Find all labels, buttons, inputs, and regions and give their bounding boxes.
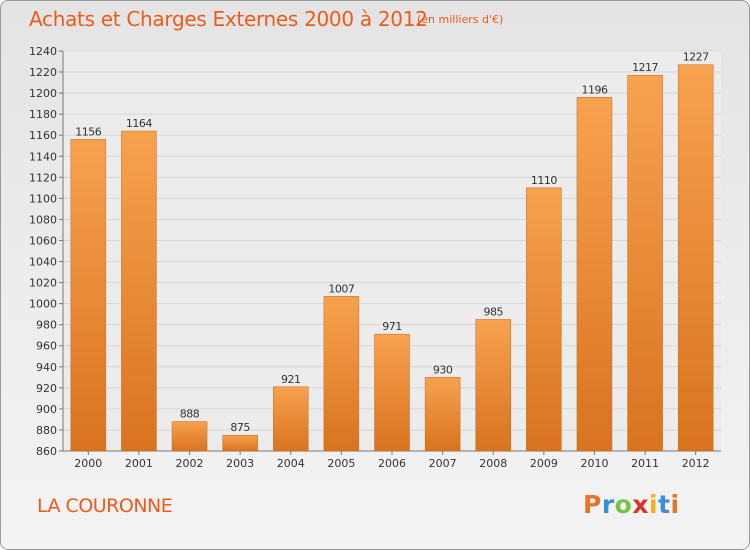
logo-letter: o [614, 490, 633, 519]
y-tick-label: 1220 [29, 66, 57, 79]
x-tick-label: 2009 [530, 457, 558, 470]
commune-name: LA COURONNE [37, 495, 173, 517]
bar [526, 187, 562, 452]
y-tick-label: 1180 [29, 108, 57, 121]
x-tick-label: 2005 [327, 457, 355, 470]
bar [627, 74, 663, 452]
x-tick-label: 2004 [277, 457, 305, 470]
y-tick-label: 980 [36, 319, 57, 332]
proxiti-logo: Proxiti [583, 490, 680, 519]
y-tick-label: 880 [36, 424, 57, 437]
y-tick-label: 1060 [29, 234, 57, 247]
y-tick-label: 940 [36, 361, 57, 374]
bar [121, 130, 157, 452]
data-label: 971 [382, 320, 402, 333]
chart-title: Achats et Charges Externes 2000 à 2012 [29, 7, 428, 31]
x-tick-label: 2007 [429, 457, 457, 470]
bar [323, 296, 360, 452]
logo-letter: i [670, 490, 680, 519]
y-tick-labels: 860 880 900 920 940 960 980 1000 1020 1040 1060 108… [29, 45, 57, 458]
data-label: 1196 [581, 83, 607, 96]
y-tick-label: 1080 [29, 213, 57, 226]
x-tick-label: 2006 [378, 457, 406, 470]
x-tick-label: 2001 [125, 457, 153, 470]
bars [70, 64, 714, 452]
data-label: 1217 [632, 61, 658, 74]
data-label: 985 [483, 305, 503, 318]
x-tick-label: 2008 [479, 457, 507, 470]
y-tick-label: 1000 [29, 298, 57, 311]
x-tick-label: 2012 [682, 457, 710, 470]
bar [576, 97, 613, 452]
logo-letter: i [649, 490, 659, 519]
y-tick-label: 1040 [29, 256, 57, 269]
logo-letter: t [658, 490, 671, 519]
bar [374, 333, 410, 452]
data-label: 888 [180, 408, 200, 421]
chart-unit: (en milliers d'€) [417, 13, 504, 26]
y-tick-label: 1020 [29, 277, 57, 290]
logo-letter: P [583, 490, 602, 519]
y-tick-label: 1140 [29, 150, 57, 163]
x-tick-label: 2000 [74, 457, 102, 470]
x-tick-label: 2010 [580, 457, 608, 470]
x-tick-label: 2011 [631, 457, 659, 470]
data-label: 930 [433, 363, 453, 376]
y-tick-label: 960 [36, 340, 57, 353]
data-label: 1164 [126, 117, 152, 130]
data-label: 921 [281, 373, 301, 386]
bar [424, 377, 461, 452]
bar [70, 139, 107, 452]
y-tick-label: 920 [36, 382, 57, 395]
bar [222, 434, 258, 452]
data-label: 1007 [328, 282, 354, 295]
data-label: 875 [230, 421, 250, 434]
bar [677, 64, 714, 452]
data-label: 1156 [75, 125, 101, 138]
x-tick-label: 2003 [226, 457, 254, 470]
y-tick-label: 1160 [29, 129, 57, 142]
y-tick-label: 900 [36, 403, 57, 416]
bar [273, 386, 309, 452]
x-tick-labels: 2000 2001 2002 2003 2004 2005 2006 2007 2008 2009… [74, 457, 709, 470]
logo-letter: x [632, 490, 649, 519]
y-tick-label: 1240 [29, 45, 57, 58]
y-tick-label: 1200 [29, 87, 57, 100]
data-labels: 1156 1164 888 875 921 1007 971 930 985 1110 1196 12… [75, 51, 709, 435]
bar [171, 421, 208, 452]
x-tick-label: 2002 [176, 457, 204, 470]
bar [475, 319, 511, 452]
logo-letter: r [601, 490, 615, 519]
data-label: 1110 [531, 174, 557, 187]
y-tick-label: 860 [36, 445, 57, 458]
data-label: 1227 [683, 51, 709, 64]
y-tick-label: 1120 [29, 171, 57, 184]
y-tick-label: 1100 [29, 192, 57, 205]
